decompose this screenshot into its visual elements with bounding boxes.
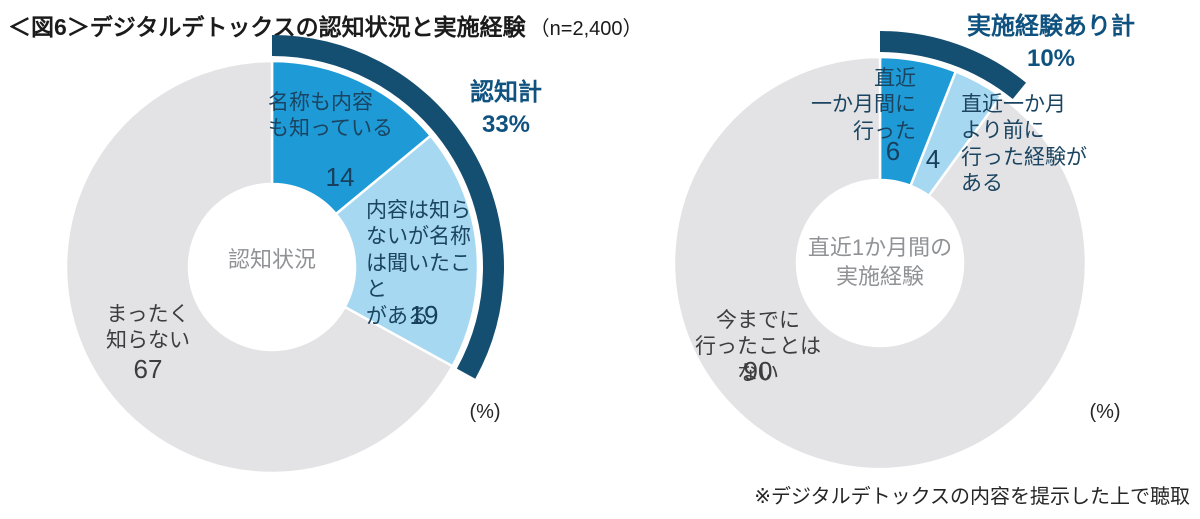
donut-0-total-highlight-arc bbox=[271, 35, 504, 379]
donut-0-segment-2 bbox=[64, 59, 455, 475]
footnote: ※デジタルデトックスの内容を提示した上で聴取 bbox=[754, 486, 1190, 508]
experience-segment-earlier-value: 4 bbox=[925, 144, 941, 174]
donut-experience bbox=[672, 31, 1088, 471]
donut-1-segment-2 bbox=[672, 55, 1088, 471]
awareness-total-label: 認知計 bbox=[470, 79, 542, 106]
experience-center-label: 直近1か月間の 実施経験 bbox=[807, 235, 953, 289]
donut-0-segment-0 bbox=[270, 59, 433, 216]
experience-total-label: 実施経験あり計 bbox=[967, 13, 1135, 40]
donut-1-total-highlight-arc bbox=[879, 31, 1026, 100]
awareness-center-label: 認知状況 bbox=[227, 247, 316, 272]
awareness-segment-know-both-value: 14 bbox=[325, 162, 355, 192]
awareness-segment-heard-name-value: 19 bbox=[409, 300, 439, 330]
experience-segment-earlier-label: 直近一か月 より前に 行った経験が ある bbox=[961, 93, 1087, 196]
figure-title: ＜図6＞デジタルデトックスの認知状況と実施経験 （n=2,400） bbox=[8, 8, 643, 42]
experience-segment-never-value: 90 bbox=[743, 356, 773, 386]
experience-total-callout: 実施経験あり計 10% bbox=[956, 11, 1146, 74]
experience-segment-recent-value: 6 bbox=[885, 136, 901, 166]
donut-awareness bbox=[64, 35, 504, 475]
experience-segment-recent-label: 直近 一か月間に 行った bbox=[811, 67, 916, 143]
awareness-segment-know-both-label: 名称も内容 も知っている bbox=[268, 91, 393, 141]
awareness-segment-unknown-value: 67 bbox=[133, 354, 163, 384]
awareness-segment-heard-name-label: 内容は知ら ないが名称 は聞いたこと がある bbox=[366, 199, 471, 328]
awareness-total-callout: 認知計 33% bbox=[448, 77, 564, 140]
awareness-unit-label: (%) bbox=[469, 401, 501, 423]
experience-unit-label: (%) bbox=[1089, 401, 1121, 423]
awareness-total-value: 33% bbox=[481, 110, 531, 138]
awareness-segment-unknown-label: まったく 知らない bbox=[106, 303, 190, 353]
figure-title-text: ＜図6＞デジタルデトックスの認知状況と実施経験 bbox=[8, 14, 526, 40]
experience-total-value: 10% bbox=[1026, 44, 1076, 72]
sample-size-text: （n=2,400） bbox=[529, 18, 643, 40]
experience-segment-never-label: 今までに 行ったことはない bbox=[695, 309, 821, 385]
donut-0-segment-1 bbox=[334, 133, 480, 368]
